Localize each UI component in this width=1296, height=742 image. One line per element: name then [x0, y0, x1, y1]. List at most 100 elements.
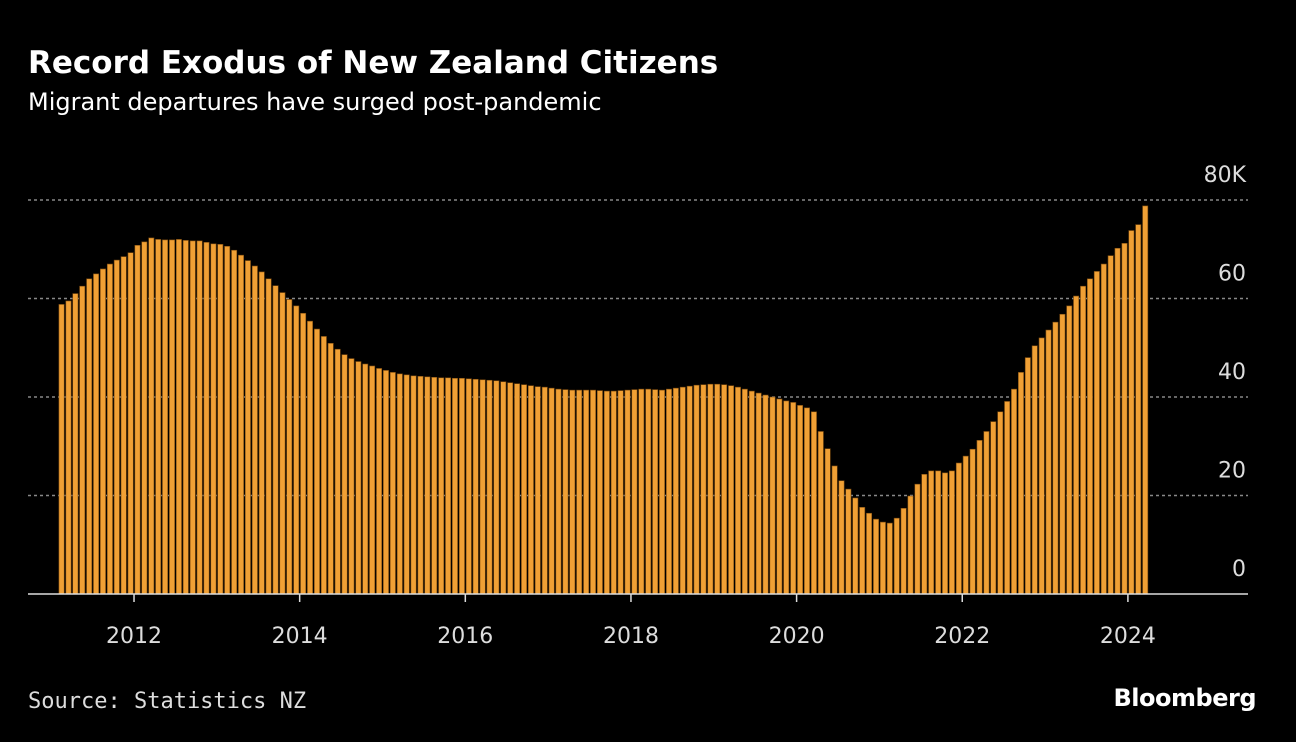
bar — [134, 245, 141, 595]
bar — [541, 386, 548, 595]
bar — [141, 241, 148, 595]
bar — [645, 388, 652, 595]
bar — [251, 265, 258, 595]
bar — [514, 383, 521, 595]
bar — [769, 396, 776, 595]
chart-subtitle: Migrant departures have surged post-pand… — [28, 88, 602, 116]
bar — [417, 376, 424, 595]
bar — [672, 387, 679, 595]
bar — [824, 448, 831, 595]
bar — [341, 354, 348, 595]
bar — [293, 305, 300, 595]
bar — [1031, 345, 1038, 595]
bar — [728, 385, 735, 595]
bar — [631, 389, 638, 595]
y-tick-label: 60 — [1218, 262, 1246, 287]
bar — [866, 512, 873, 595]
bar — [935, 470, 942, 595]
bar — [679, 386, 686, 595]
bar — [810, 411, 817, 595]
bar — [741, 388, 748, 595]
bar — [776, 398, 783, 595]
bar — [797, 405, 804, 595]
bar — [127, 252, 134, 595]
y-tick-label: 80K — [1204, 163, 1247, 188]
bar — [258, 271, 265, 595]
bar — [907, 495, 914, 595]
bar — [603, 390, 610, 595]
bar — [969, 448, 976, 595]
chart-title: Record Exodus of New Zealand Citizens — [28, 45, 718, 81]
bar — [507, 382, 514, 595]
bar — [527, 385, 534, 595]
bar — [1093, 271, 1100, 595]
bar — [852, 497, 859, 595]
bar — [279, 292, 286, 595]
bar — [583, 389, 590, 595]
bar — [755, 392, 762, 595]
bar — [58, 304, 65, 595]
x-tick-label: 2014 — [272, 624, 328, 649]
bar — [86, 278, 93, 595]
bar — [817, 431, 824, 595]
bar — [355, 361, 362, 595]
bar — [334, 348, 341, 595]
x-tick-label: 2020 — [769, 624, 825, 649]
bar — [1045, 329, 1052, 595]
x-tick-label: 2024 — [1100, 624, 1156, 649]
bar — [1018, 372, 1024, 595]
bar — [873, 518, 879, 595]
bar — [693, 384, 700, 595]
bar — [327, 343, 334, 595]
bar — [1100, 263, 1107, 595]
bar — [859, 507, 866, 595]
bar — [169, 239, 175, 595]
bar — [596, 390, 603, 595]
bar — [320, 336, 327, 595]
bar — [562, 389, 569, 595]
bar — [113, 259, 120, 595]
bar — [65, 300, 72, 595]
bar — [93, 273, 100, 595]
bar — [990, 421, 997, 595]
x-tick-label: 2022 — [934, 624, 990, 649]
bar — [590, 389, 596, 595]
bar — [534, 386, 541, 595]
bar — [1004, 401, 1011, 595]
bar — [921, 474, 928, 595]
bar — [376, 368, 383, 595]
bar — [79, 285, 86, 595]
bar — [1066, 305, 1073, 595]
bar — [721, 384, 728, 595]
bar — [762, 394, 769, 595]
bar — [893, 517, 900, 595]
bar — [1114, 247, 1121, 595]
bar — [1087, 278, 1093, 595]
bar — [783, 400, 790, 595]
x-tick-label: 2016 — [437, 624, 493, 649]
bar — [314, 328, 320, 595]
bar — [569, 389, 576, 595]
bar — [638, 388, 645, 595]
bar — [182, 240, 189, 595]
bar — [900, 508, 907, 595]
bar — [196, 240, 203, 595]
bar — [976, 440, 983, 595]
bar — [362, 363, 369, 595]
bar — [203, 242, 210, 595]
bar — [548, 387, 555, 595]
bar — [100, 268, 106, 595]
bar — [576, 389, 583, 595]
bar — [1024, 357, 1031, 595]
bar — [521, 384, 527, 595]
bar — [666, 388, 672, 595]
bar — [617, 390, 624, 595]
bar — [1128, 230, 1135, 595]
bar — [1121, 243, 1128, 595]
bar — [348, 358, 355, 595]
x-tick-label: 2012 — [106, 624, 162, 649]
bar — [652, 389, 659, 595]
bar — [286, 299, 293, 595]
brand: Bloomberg — [1114, 684, 1256, 712]
bar — [790, 402, 797, 595]
